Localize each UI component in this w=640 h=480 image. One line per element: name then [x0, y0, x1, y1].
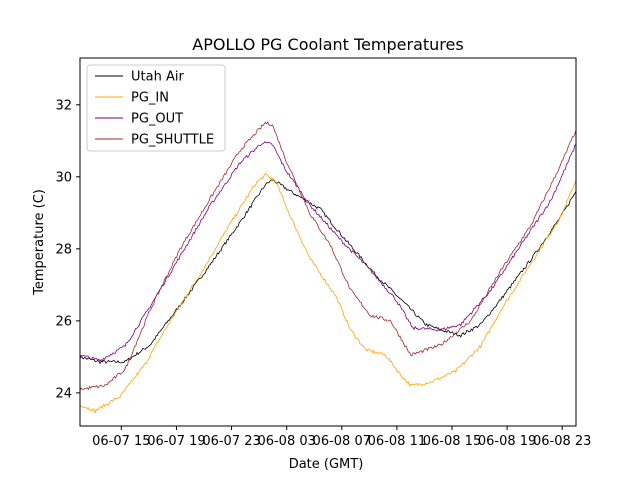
legend-label: PG_IN	[131, 91, 169, 106]
x-tick-label: 06-07 15	[92, 434, 150, 449]
y-tick-label: 28	[55, 242, 72, 257]
x-tick-label: 06-08 03	[257, 434, 315, 449]
y-axis-label: Temperature (C)	[32, 189, 47, 296]
series-line-pg-shuttle	[79, 121, 577, 391]
y-axis: 24 26 28 30 32	[55, 98, 80, 401]
series-line-pg-in	[79, 172, 577, 414]
y-tick-label: 32	[55, 98, 72, 113]
chart-title: APOLLO PG Coolant Temperatures	[192, 35, 463, 54]
x-tick-label: 06-07 19	[147, 434, 205, 449]
x-axis-label: Date (GMT)	[289, 457, 364, 472]
legend-label: Utah Air	[131, 70, 184, 85]
x-tick-label: 06-07 23	[202, 434, 260, 449]
x-tick-label: 06-08 19	[478, 434, 536, 449]
legend-label: PG_SHUTTLE	[131, 133, 214, 148]
legend-box	[86, 64, 226, 152]
plot-lines	[79, 121, 577, 414]
x-tick-label: 06-08 07	[313, 434, 371, 449]
series-line-utah-air	[79, 179, 577, 365]
y-tick-label: 26	[55, 314, 72, 329]
x-tick-label: 06-08 11	[368, 434, 426, 449]
x-tick-label: 06-08 23	[533, 434, 591, 449]
legend-label: PG_OUT	[131, 112, 183, 127]
x-tick-label: 06-08 15	[423, 434, 481, 449]
legend: Utah Air PG_IN PG_OUT PG_SHUTTLE	[86, 64, 226, 152]
y-tick-label: 30	[55, 170, 72, 185]
plot-frame	[79, 57, 577, 427]
y-tick-label: 24	[55, 386, 72, 401]
